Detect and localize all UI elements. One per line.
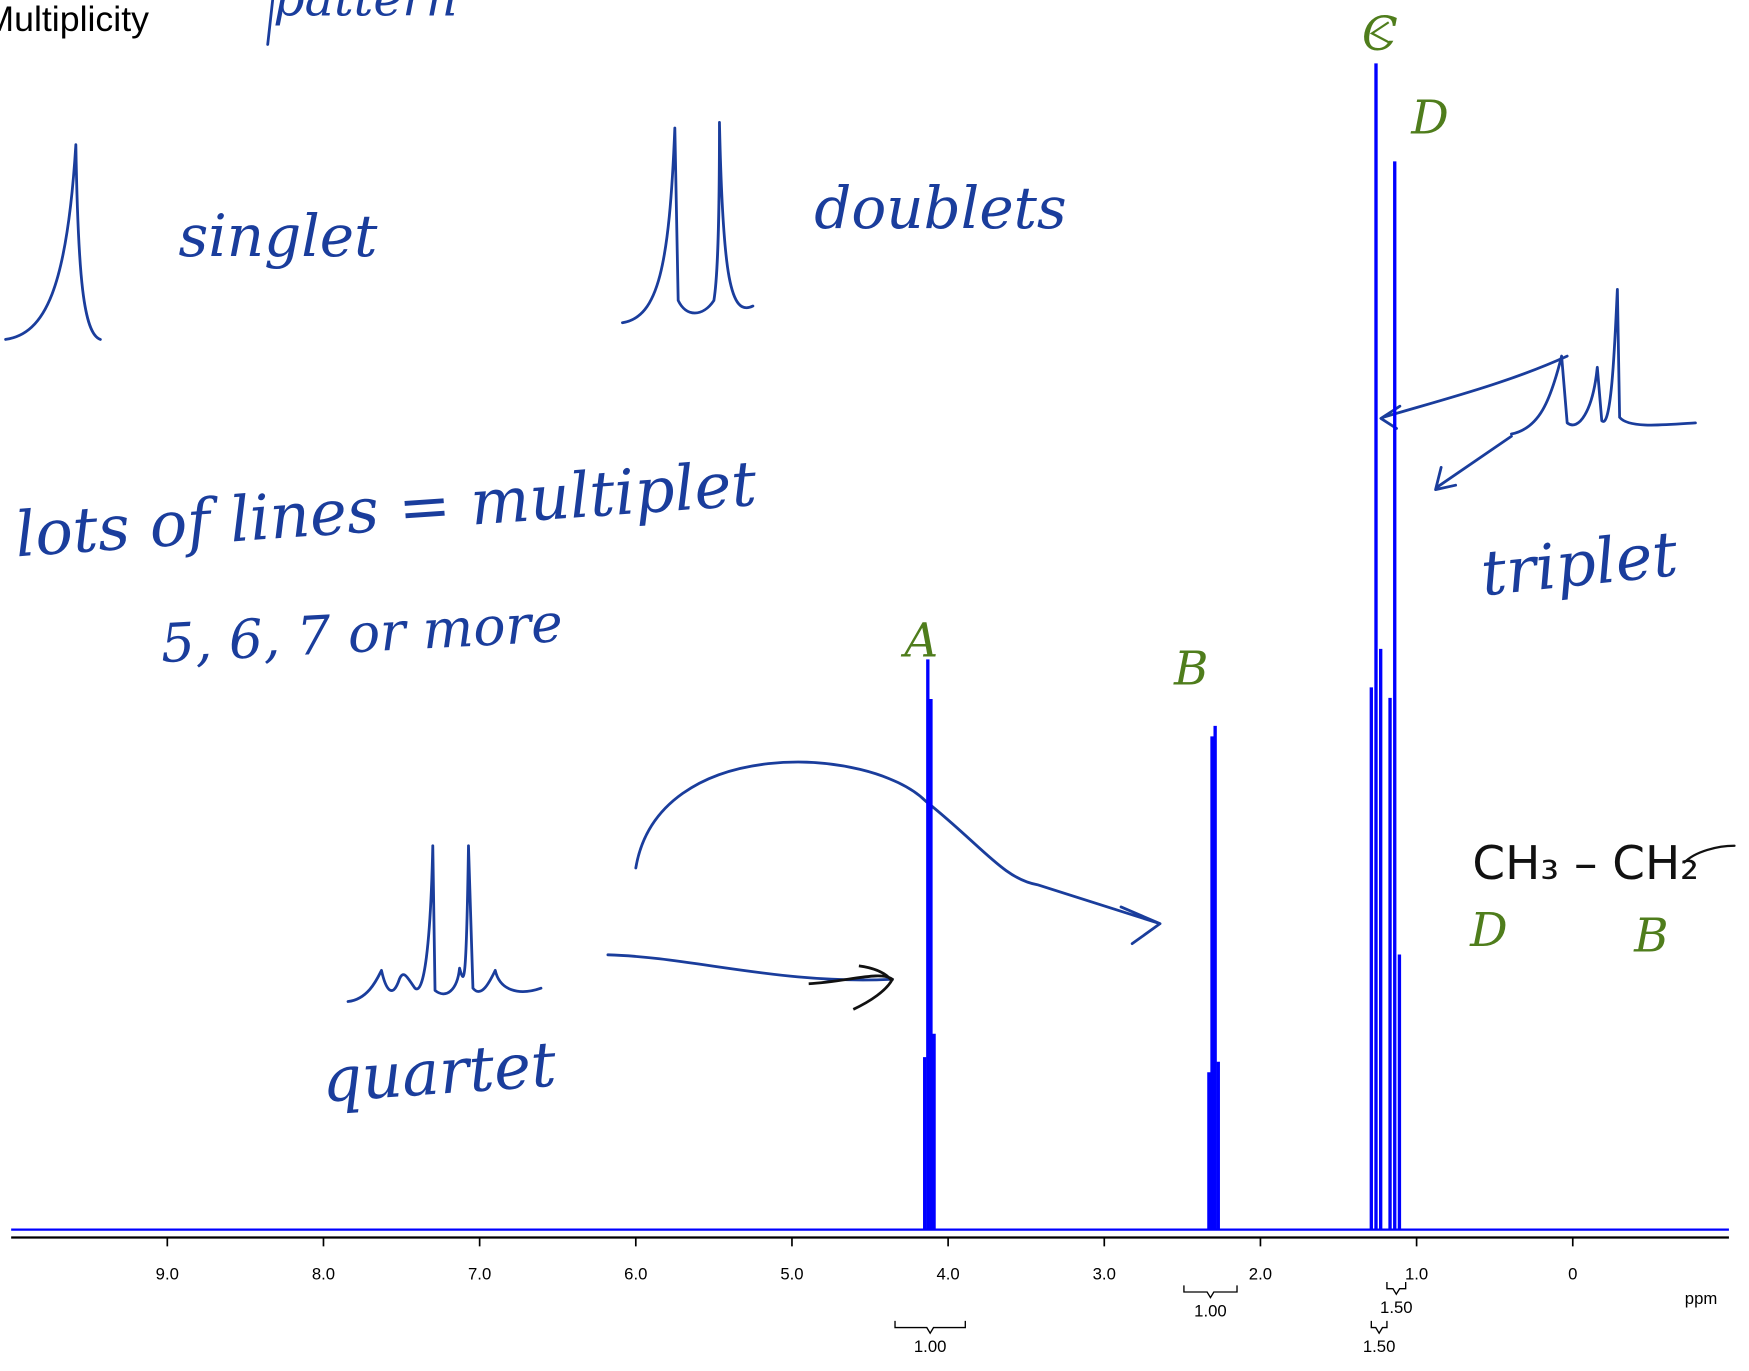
structure-label: B — [1633, 910, 1668, 964]
integral-bracket — [894, 1320, 966, 1335]
peak-label: B — [1173, 642, 1208, 696]
integral-bracket — [1370, 1320, 1388, 1335]
x-tick-label: 3.0 — [1093, 1265, 1116, 1284]
x-tick-label: 0 — [1568, 1265, 1577, 1284]
ink — [1683, 844, 1736, 864]
annotation: singlet — [178, 202, 378, 270]
integral-bracket — [1386, 1281, 1407, 1296]
ink — [1369, 21, 1390, 44]
integral-label: 1.00 — [1194, 1301, 1227, 1320]
quartet-sketch — [346, 844, 543, 1003]
ink — [266, 0, 275, 46]
x-tick-label: 4.0 — [936, 1265, 959, 1284]
integral-bracket — [1183, 1285, 1238, 1299]
x-tick-label: 5.0 — [780, 1265, 803, 1284]
annotation: 5, 6, 7 or more — [159, 591, 564, 675]
arrow — [634, 760, 1162, 946]
annotation: quartet — [319, 1028, 559, 1117]
x-tick-label: 6.0 — [624, 1265, 647, 1284]
doublet-sketch — [621, 121, 755, 325]
structure-label: D — [1469, 904, 1508, 958]
integral-label: 1.50 — [1380, 1298, 1413, 1317]
integral-label: 1.50 — [1363, 1337, 1396, 1356]
annotation: doublets — [814, 174, 1066, 242]
x-tick-label: 1.0 — [1405, 1265, 1428, 1284]
arrow — [606, 953, 894, 982]
peak-label: D — [1410, 92, 1449, 146]
arrow-head — [808, 964, 895, 1011]
structure: CH₃ – CH₂ — [1472, 837, 1699, 891]
triplet-sketch — [1510, 287, 1697, 436]
x-tick-label: 7.0 — [468, 1265, 491, 1284]
x-axis-label: ppm — [1685, 1289, 1718, 1308]
peak-label: C — [1362, 8, 1398, 62]
annotation: triplet — [1477, 517, 1681, 610]
x-tick-label: 9.0 — [156, 1265, 179, 1284]
arrow — [1379, 354, 1569, 430]
page-title: Multiplicity — [0, 0, 149, 39]
handwritten-title: pattern — [273, 0, 457, 28]
annotation: lots of lines = multiplet — [13, 447, 760, 571]
singlet-sketch — [4, 143, 102, 341]
x-tick-label: 2.0 — [1249, 1265, 1272, 1284]
arrow — [1434, 434, 1513, 492]
peak-label: A — [900, 615, 938, 669]
integral-label: 1.00 — [914, 1337, 947, 1356]
x-tick-label: 8.0 — [312, 1265, 335, 1284]
